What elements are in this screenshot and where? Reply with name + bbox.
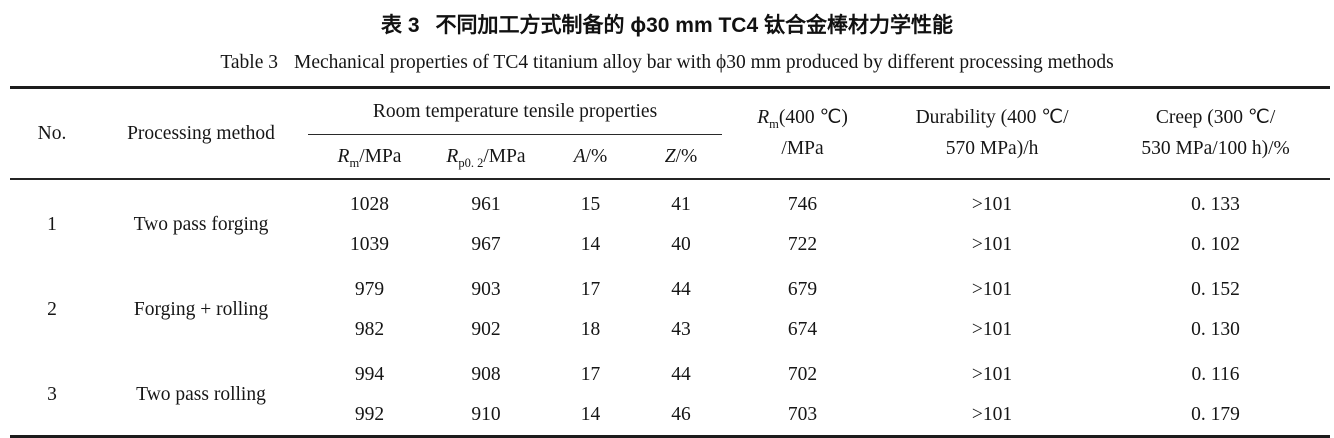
- cell-elongation: 17: [580, 279, 601, 300]
- rp02-unit: /MPa: [483, 145, 526, 167]
- cell-durability: >101: [971, 319, 1013, 340]
- col-header-reduction: Z/%: [640, 135, 722, 180]
- cell-durability: >101: [971, 404, 1013, 425]
- col-header-creep-line2: 530 MPa/100 h)/%: [1141, 137, 1290, 159]
- rp02-symbol: R: [446, 145, 459, 167]
- cell-rp02: 961: [471, 194, 501, 215]
- table-row: 992 910 14 46 703 >101 0. 179: [10, 395, 1330, 437]
- rm-400-condition: (400 ℃): [778, 107, 848, 129]
- table-title-cn: 表 3 不同加工方式制备的 ϕ30 mm TC4 钛合金棒材力学性能: [0, 0, 1334, 39]
- cell-reduction: 40: [671, 234, 691, 255]
- col-header-rm-400-line1: Rm(400 ℃): [722, 103, 883, 133]
- table-title-en: Table 3 Mechanical properties of TC4 tita…: [0, 52, 1334, 74]
- cell-reduction: 44: [671, 364, 691, 385]
- table-title-cn-text: 不同加工方式制备的 ϕ30 mm TC4 钛合金棒材力学性能: [435, 14, 953, 37]
- cell-rm400: 679: [787, 279, 818, 300]
- table-row: 2 Forging + rolling 979 903 17 44 679 >1…: [10, 265, 1330, 320]
- cell-method: Forging + rolling: [133, 299, 269, 320]
- cell-no: 3: [47, 384, 57, 405]
- mechanical-properties-table: No. Processing method Room temperature t…: [10, 86, 1331, 438]
- cell-rp02: 903: [471, 279, 501, 300]
- cell-rm400: 746: [787, 194, 818, 215]
- cell-method: Two pass forging: [133, 214, 269, 235]
- cell-no: 1: [47, 214, 57, 235]
- cell-elongation: 15: [580, 194, 601, 215]
- col-header-rp02: Rp0. 2/MPa: [431, 135, 541, 180]
- cell-rm400: 702: [787, 364, 818, 385]
- cell-rp02: 902: [471, 319, 501, 340]
- table-title-en-text: Mechanical properties of TC4 titanium al…: [293, 52, 1114, 73]
- reduction-unit: /%: [675, 145, 698, 167]
- col-header-creep-line1: Creep (300 ℃/: [1155, 107, 1276, 129]
- col-header-rm: Rm/MPa: [308, 135, 431, 180]
- cell-elongation: 17: [580, 364, 601, 385]
- elongation-symbol: A: [573, 145, 586, 167]
- cell-rp02: 910: [471, 404, 501, 425]
- col-header-processing-method: Processing method: [127, 122, 275, 144]
- cell-elongation: 14: [580, 234, 601, 255]
- col-header-durability: Durability (400 ℃/ 570 MPa)/h: [883, 88, 1101, 180]
- table-header: No. Processing method Room temperature t…: [10, 87, 1331, 180]
- cell-rm: 982: [354, 319, 385, 340]
- cell-elongation: 18: [580, 319, 601, 340]
- cell-rm400: 722: [787, 234, 818, 255]
- rp02-subscript: p0. 2: [458, 155, 484, 170]
- cell-rp02: 908: [471, 364, 501, 385]
- cell-rm: 1039: [350, 234, 389, 255]
- rm-subscript: m: [349, 155, 360, 170]
- table-row: 1039 967 14 40 722 >101 0. 102: [10, 225, 1330, 265]
- table-row: 3 Two pass rolling 994 908 17 44 702 >10…: [10, 350, 1330, 405]
- cell-rm: 1028: [350, 194, 389, 215]
- cell-rm400: 674: [787, 319, 818, 340]
- cell-rm400: 703: [787, 404, 818, 425]
- col-header-no: No.: [37, 122, 67, 144]
- cell-reduction: 43: [671, 319, 691, 340]
- cell-creep: 0. 116: [1191, 364, 1240, 385]
- cell-method: Two pass rolling: [136, 384, 266, 405]
- table-row: 1 Two pass forging 1028 961 15 41 746 >1…: [10, 179, 1330, 235]
- col-header-durability-line1: Durability (400 ℃/: [915, 107, 1069, 129]
- rm-symbol: R: [337, 145, 350, 167]
- cell-durability: >101: [971, 234, 1013, 255]
- cell-durability: >101: [971, 279, 1013, 300]
- cell-durability: >101: [971, 364, 1013, 385]
- cell-creep: 0. 152: [1191, 279, 1240, 300]
- cell-creep: 0. 179: [1191, 404, 1240, 425]
- col-header-durability-line2: 570 MPa)/h: [945, 137, 1039, 159]
- table-body: 1 Two pass forging 1028 961 15 41 746 >1…: [10, 179, 1330, 437]
- table-number-cn: 表 3: [381, 14, 420, 37]
- cell-rm: 992: [354, 404, 385, 425]
- cell-durability: >101: [971, 194, 1013, 215]
- col-header-rm-400: Rm(400 ℃) /MPa: [722, 88, 883, 180]
- reduction-symbol: Z: [664, 145, 676, 167]
- cell-elongation: 14: [580, 404, 601, 425]
- table-number-en: Table 3: [220, 52, 278, 73]
- col-header-elongation: A/%: [541, 135, 640, 180]
- rm-unit: /MPa: [359, 145, 402, 167]
- cell-reduction: 41: [671, 194, 691, 215]
- cell-creep: 0. 130: [1191, 319, 1240, 340]
- cell-creep: 0. 133: [1191, 194, 1240, 215]
- cell-no: 2: [47, 299, 57, 320]
- col-header-rm-400-line2: /MPa: [781, 137, 824, 159]
- cell-reduction: 44: [671, 279, 691, 300]
- cell-creep: 0. 102: [1191, 234, 1240, 255]
- table-captions: 表 3 不同加工方式制备的 ϕ30 mm TC4 钛合金棒材力学性能 Table …: [0, 0, 1334, 74]
- cell-rm: 979: [354, 279, 385, 300]
- elongation-unit: /%: [585, 145, 608, 167]
- col-group-room-temperature: Room temperature tensile properties: [308, 87, 723, 135]
- cell-rm: 994: [354, 364, 385, 385]
- col-header-creep: Creep (300 ℃/ 530 MPa/100 h)/%: [1101, 88, 1330, 180]
- cell-reduction: 46: [671, 404, 691, 425]
- rm-400-symbol: R: [757, 107, 770, 129]
- cell-rp02: 967: [471, 234, 501, 255]
- table-row: 982 902 18 43 674 >101 0. 130: [10, 310, 1330, 350]
- rm-400-subscript: m: [769, 117, 779, 132]
